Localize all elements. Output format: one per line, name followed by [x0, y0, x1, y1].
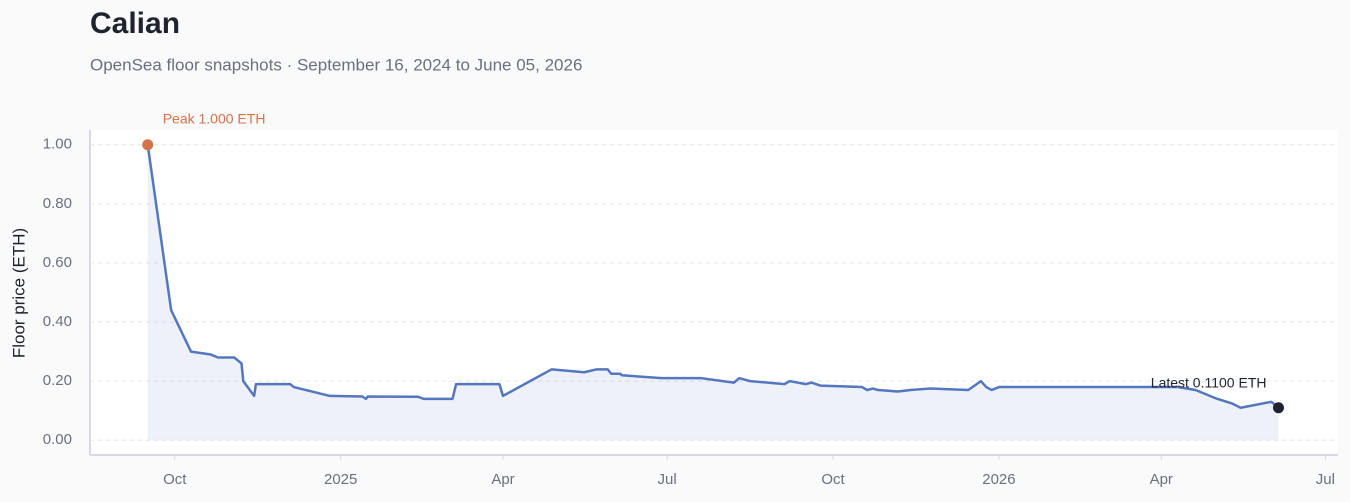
peak-marker: [142, 139, 154, 151]
x-tick-label: Jul: [1316, 471, 1335, 488]
area-fill: [147, 144, 1279, 441]
y-tick-label: 0.20: [43, 372, 72, 389]
x-tick-label: Jul: [658, 471, 677, 488]
chart-subtitle: OpenSea floor snapshots · September 16, …: [90, 55, 582, 74]
y-tick-label: 0.00: [43, 431, 72, 448]
line: [146, 144, 1280, 409]
chart-title: Calian: [90, 7, 180, 40]
x-tick-label: Oct: [163, 471, 187, 488]
latest-marker: [1272, 402, 1284, 414]
x-tick-label: 2025: [324, 471, 357, 488]
y-tick-label: 0.60: [43, 254, 72, 271]
peak-annotation: Peak 1.000 ETH: [163, 110, 266, 126]
plot-area: [90, 130, 1338, 455]
x-tick-label: Apr: [491, 471, 514, 488]
latest-annotation: Latest 0.1100 ETH: [1151, 374, 1267, 390]
y-axis-label: Floor price (ETH): [9, 228, 28, 358]
x-tick-label: 2026: [982, 471, 1015, 488]
y-tick-label: 0.80: [43, 195, 72, 212]
y-tick-label: 1.00: [43, 136, 72, 153]
x-tick-label: Apr: [1150, 471, 1173, 488]
x-tick-label: Oct: [821, 471, 845, 488]
y-tick-label: 0.40: [43, 313, 72, 330]
